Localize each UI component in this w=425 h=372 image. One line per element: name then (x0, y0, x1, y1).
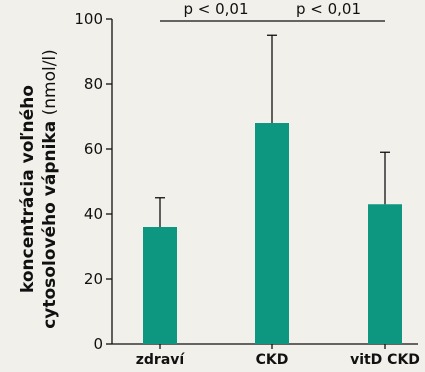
y-tick-label: 40 (84, 205, 103, 223)
significance-label: p < 0,01 (296, 0, 361, 18)
y-tick-label: 100 (74, 10, 103, 28)
x-category-label: vitD CKD (350, 352, 420, 367)
y-axis-label-main: cytosolového vápnika (40, 121, 60, 329)
bar-1 (255, 123, 289, 344)
y-axis-label-unit: (nmol/l) (40, 49, 60, 115)
y-tick-label: 0 (93, 335, 103, 353)
y-tick-label: 20 (84, 270, 103, 288)
x-category-label: zdraví (136, 352, 186, 367)
significance-label: p < 0,01 (183, 0, 248, 18)
y-axis-label: koncentrácia voľného cytosolového vápnik… (18, 49, 60, 329)
bar-2 (368, 204, 402, 344)
bar-0 (143, 227, 177, 344)
y-tick-label: 80 (84, 75, 103, 93)
plot-area: 0 20 40 60 80 100 zdraví CKD vitD CKD p < 0,01 p <… (74, 0, 420, 368)
y-tick-label: 60 (84, 140, 103, 158)
y-axis-label-line2: cytosolového vápnika (nmol/l) (40, 49, 60, 329)
x-category-label: CKD (256, 352, 289, 367)
y-axis-label-line1: koncentrácia voľného (18, 85, 38, 293)
